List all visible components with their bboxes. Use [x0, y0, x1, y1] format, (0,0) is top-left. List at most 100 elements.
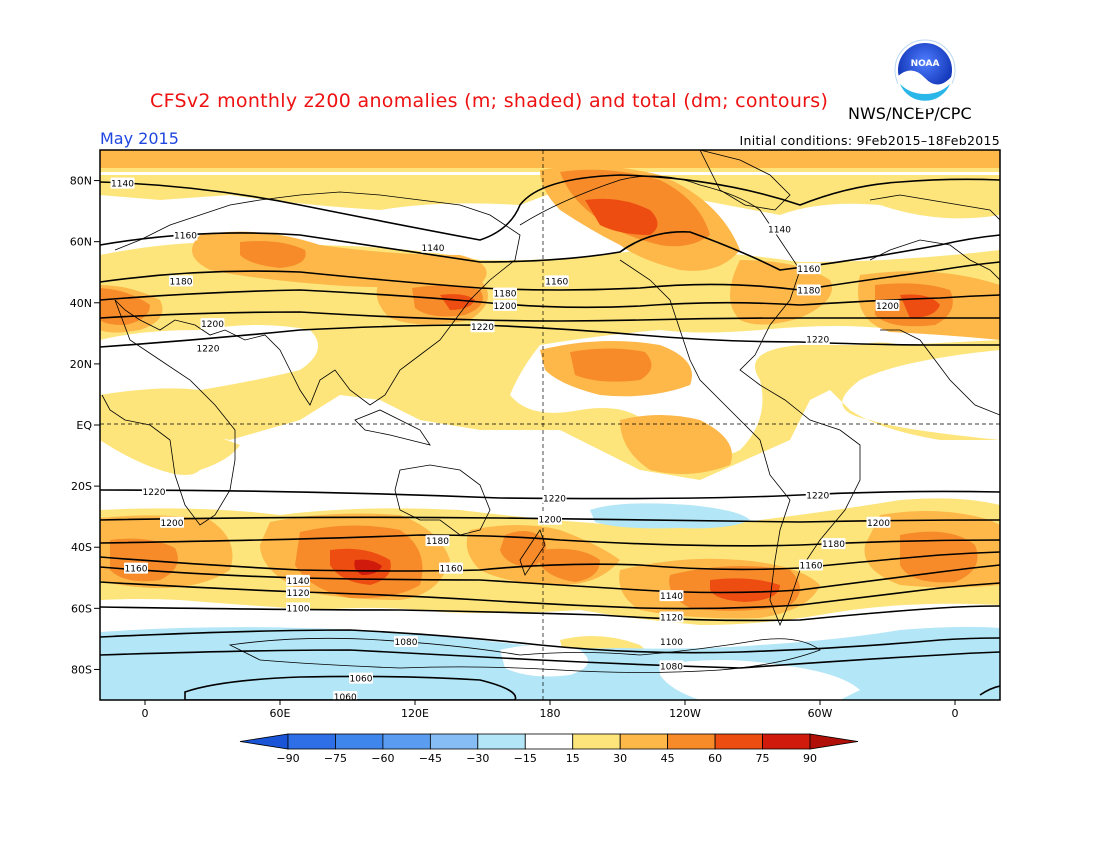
contour-label-text: 1180 [426, 537, 449, 547]
contour-label-text: 1200 [876, 302, 899, 312]
contour-label: 1160 [796, 263, 821, 275]
colorbar-label: −45 [419, 752, 442, 765]
contour-label: 1160 [124, 562, 148, 575]
colorbar-label: −30 [466, 752, 489, 765]
colorbar-high-arrow [809, 733, 859, 750]
contour-label: 1180 [169, 275, 193, 287]
initial-conditions-label: Initial conditions: 9Feb2015–18Feb2015 [739, 133, 1000, 148]
contour-label-text: 1220 [543, 494, 566, 504]
contour-label: 1080 [659, 660, 684, 672]
contour-label: 1140 [767, 223, 792, 235]
colorbar-label: −60 [371, 752, 394, 765]
contour-label-text: 1220 [471, 323, 494, 333]
lon-tick-label: 60E [270, 707, 291, 720]
chart-title: CFSv2 monthly z200 anomalies (m; shaded)… [150, 90, 829, 112]
contour-label-text: 1180 [797, 287, 820, 297]
contour-label-text: 1160 [800, 562, 823, 572]
lon-tick-label: 0 [142, 707, 149, 720]
contour-label: 1160 [439, 562, 463, 575]
coastlines [101, 150, 1000, 673]
contour-label: 1200 [875, 299, 900, 312]
contour-label: 1120 [286, 587, 310, 599]
colorbar-swatch [619, 733, 669, 750]
colorbar-label: 90 [803, 752, 817, 765]
colorbar-swatch [667, 733, 716, 750]
contour-label-text: 1180 [170, 277, 193, 287]
colorbar-swatch [335, 733, 384, 750]
contour-label: 1160 [799, 559, 823, 572]
contour-label: 1220 [196, 342, 220, 355]
contour-label: 1220 [805, 489, 830, 501]
colorbar-swatch [287, 733, 336, 750]
colorbar-label: 30 [613, 752, 627, 765]
lat-tick-label: 80N [70, 175, 92, 188]
contour-label-text: 1200 [539, 516, 562, 526]
contour-label-text: 1200 [161, 519, 184, 529]
lat-tick-label: 20S [71, 480, 92, 493]
contour-label: 1120 [659, 611, 684, 624]
lon-tick-label: 120W [669, 707, 701, 720]
lon-tick-label: 180 [540, 707, 561, 720]
contour-label-text: 1140 [287, 577, 310, 587]
colorbar-label: −75 [324, 752, 347, 765]
colorbar-swatch [572, 733, 621, 750]
contour-label-text: 1220 [143, 488, 166, 498]
contour-label: 1140 [659, 590, 684, 602]
noaa-logo: NOAA [894, 39, 956, 109]
contour-label-text: 1100 [287, 604, 310, 614]
longitude-axis: 0 60E 120E 180 120W 60W 0 [142, 700, 959, 720]
contour-label-text: 1160 [440, 565, 463, 575]
contour-label: 1180 [796, 284, 821, 297]
colorbar-swatch [524, 733, 574, 750]
contour-label-text: 1200 [201, 320, 224, 330]
contour-label-text: 1060 [334, 693, 357, 703]
contour-label: 1060 [349, 672, 373, 685]
valid-month-label: May 2015 [100, 129, 179, 148]
contour-label: 1220 [470, 321, 495, 333]
contour-label-text: 1220 [806, 335, 829, 345]
lat-tick-label: 60S [71, 602, 92, 615]
contour-label-text: 1180 [822, 540, 845, 550]
contour-label: 1140 [286, 574, 310, 587]
contour-label-text: 1120 [660, 614, 683, 624]
contour-label-text: 1080 [395, 638, 418, 648]
contour-label-text: 1220 [197, 345, 220, 355]
contour-label-text: 1140 [422, 244, 445, 254]
contour-label: 1200 [866, 516, 891, 529]
contour-label: 1180 [425, 535, 450, 547]
colorbar: −90 −75 −60 −45 −30 −15 15 30 45 60 75 90 [239, 733, 859, 765]
contour-label-text: 1140 [768, 225, 791, 235]
contour-label: 1220 [805, 333, 830, 345]
colorbar-swatch [429, 733, 479, 750]
lon-tick-label: 60W [808, 707, 833, 720]
lat-tick-label: 40N [70, 297, 92, 310]
colorbar-label: −90 [276, 752, 299, 765]
contour-label: 1060 [333, 690, 358, 703]
colorbar-swatch [477, 733, 526, 750]
contour-label: 1100 [659, 635, 684, 648]
contour-label: 1200 [493, 299, 517, 312]
contour-label: 1220 [142, 486, 166, 498]
contour-label: 1160 [544, 275, 569, 287]
contour-label-text: 1080 [660, 662, 683, 672]
agency-label: NWS/NCEP/CPC [848, 104, 972, 123]
colorbar-label: 75 [756, 752, 770, 765]
noaa-logo-text: NOAA [911, 59, 940, 69]
contour-label: 1160 [173, 229, 198, 242]
colorbar-label: 15 [566, 752, 580, 765]
colorbar-label: 60 [708, 752, 722, 765]
contour-label: 1100 [286, 602, 310, 614]
contour-label: 1200 [200, 318, 225, 330]
colorbar-swatch [714, 733, 763, 750]
contour-label-text: 1060 [350, 675, 373, 685]
contour-label-text: 1140 [111, 180, 134, 190]
contour-label: 1220 [542, 492, 567, 504]
contour-label-text: 1160 [174, 232, 197, 242]
colorbar-label: −15 [514, 752, 537, 765]
lon-tick-label: 0 [952, 707, 959, 720]
lat-tick-label: 40S [71, 541, 92, 554]
latitude-axis: 80N 60N 40N 20N EQ 20S 40S 60S 80S [70, 175, 100, 676]
contour-label: 1140 [421, 241, 445, 254]
contour-label: 1080 [394, 635, 418, 648]
